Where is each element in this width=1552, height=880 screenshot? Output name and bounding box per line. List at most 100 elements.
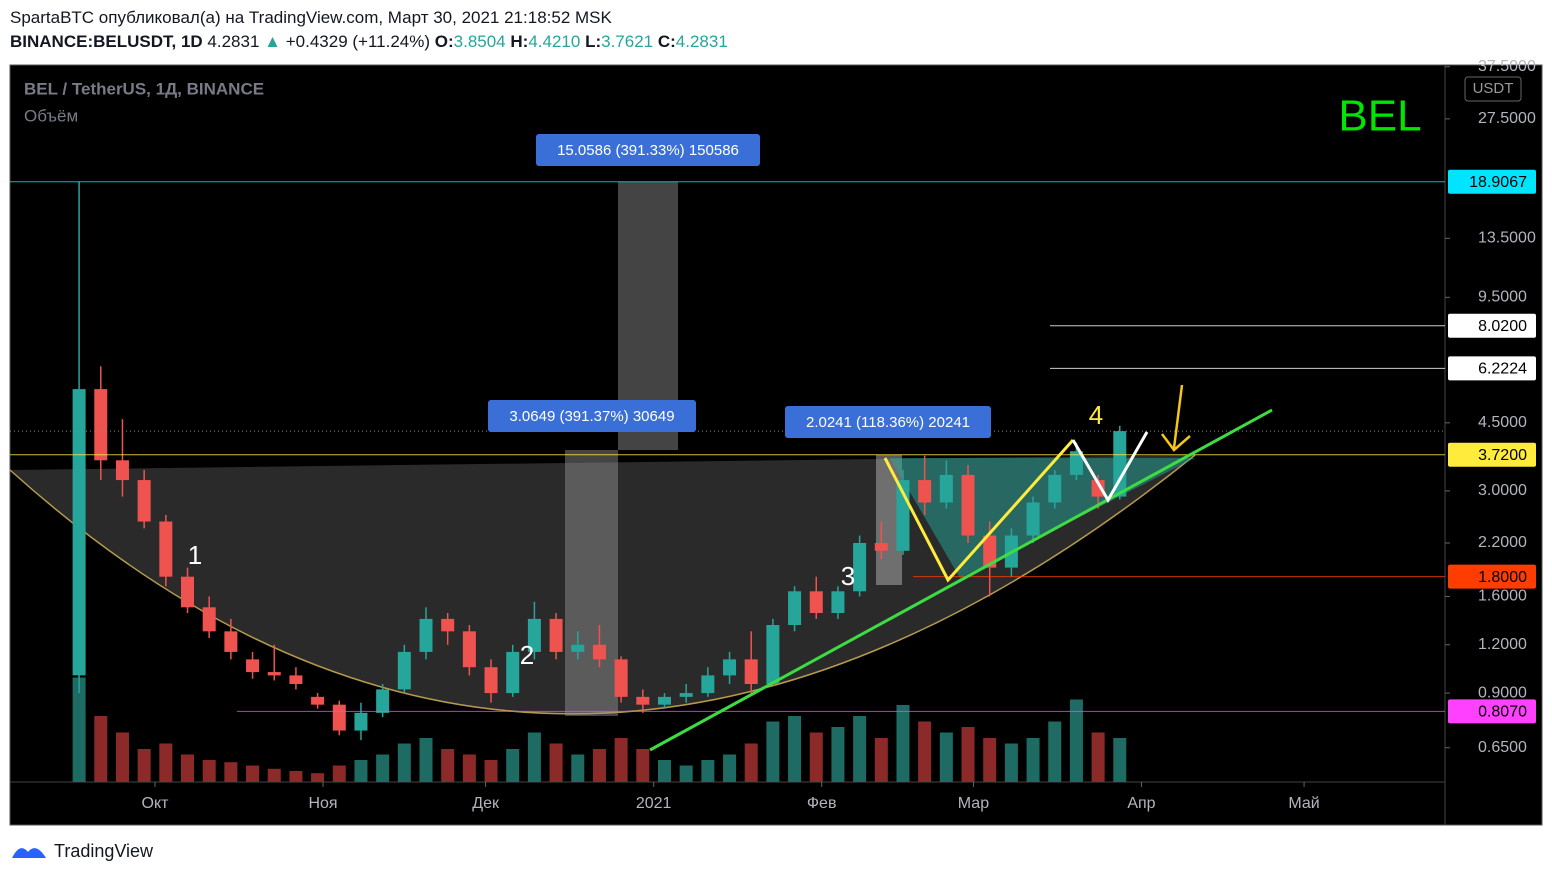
arrow <box>1161 384 1191 452</box>
volume-bar <box>896 705 910 782</box>
level-tag <box>1448 313 1536 338</box>
level-tag-label: 8.0200 <box>1478 318 1527 335</box>
candle-body <box>874 542 888 551</box>
volume-bar <box>614 738 628 782</box>
volume-bar <box>853 716 867 782</box>
volume-bar <box>311 773 325 782</box>
candle-body <box>1113 431 1127 497</box>
symbol: BINANCE:BELUSDT, 1D <box>10 32 203 51</box>
candle-body <box>1026 502 1040 536</box>
level-tag <box>1448 442 1536 467</box>
volume-bar <box>202 760 216 782</box>
currency-box <box>1464 76 1522 102</box>
wave-label: 1 <box>188 540 202 570</box>
candle-body <box>939 474 953 503</box>
candle-body <box>246 659 260 673</box>
level-tag <box>1448 699 1536 724</box>
currency: USDT <box>1473 80 1514 97</box>
volume-bar <box>419 738 433 782</box>
volume-bar <box>484 760 498 782</box>
volume-bar <box>571 754 585 782</box>
candle-body <box>723 659 737 676</box>
chart-subtitle: Объём <box>24 106 78 125</box>
candle-body <box>744 659 758 685</box>
volume-bar <box>918 721 932 782</box>
x-tick-label: 2021 <box>636 795 672 812</box>
c: 4.2831 <box>675 32 728 51</box>
y-tick-label: 0.6500 <box>1478 739 1527 756</box>
candle-body <box>853 542 867 592</box>
level-tag-label: 6.2224 <box>1478 361 1527 378</box>
candle-body <box>441 618 455 632</box>
candle-body <box>657 696 671 705</box>
volume-bar <box>788 716 802 782</box>
x-tick-label: Дек <box>472 795 500 812</box>
candle-body <box>1048 474 1062 503</box>
candle-body <box>788 591 802 625</box>
y-tick-label: 37.5000 <box>1478 58 1536 75</box>
x-tick-label: Ноя <box>308 795 337 812</box>
volume-bar <box>874 738 888 782</box>
volume-bar <box>246 765 260 782</box>
y-tick-label: 1.6000 <box>1478 588 1527 605</box>
candle-body <box>549 618 563 652</box>
volume-bar <box>224 762 238 782</box>
measure-box <box>536 134 760 166</box>
volume-bar <box>462 754 476 782</box>
level-tag-label: 0.8070 <box>1478 704 1527 721</box>
candle-body <box>311 696 325 705</box>
volume-bar <box>181 754 195 782</box>
y-tick-label: 4.5000 <box>1478 414 1527 431</box>
measure-box <box>785 406 991 438</box>
level-tag-label: 18.9067 <box>1469 174 1527 191</box>
h-label: H: <box>510 32 529 51</box>
volume-bar <box>94 716 108 782</box>
level-tag-label: 3.7200 <box>1478 447 1527 464</box>
y-tick-label: 1.2000 <box>1478 636 1527 653</box>
candle-body <box>181 576 195 608</box>
candle-body <box>484 667 498 694</box>
up-arrow: ▲ <box>264 32 281 51</box>
y-tick-label: 3.0000 <box>1478 482 1527 499</box>
x-tick-label: Апр <box>1127 795 1155 812</box>
candle-body <box>354 712 368 731</box>
volume-bar <box>831 727 845 782</box>
volume-bar <box>723 754 737 782</box>
candle-body <box>506 651 520 694</box>
volume-bar <box>72 677 86 782</box>
candle-body <box>1091 480 1105 497</box>
candle-body <box>961 474 975 536</box>
candle-body <box>614 659 628 697</box>
o: 3.8504 <box>453 32 506 51</box>
volume-bar <box>679 765 693 782</box>
watermark: BEL <box>1338 92 1421 141</box>
h: 4.4210 <box>528 32 581 51</box>
volume-bar <box>115 732 129 782</box>
y-tick-label: 0.9000 <box>1478 684 1527 701</box>
candle-body <box>72 389 86 676</box>
level-tag <box>1448 356 1536 381</box>
wave-label: 4 <box>1089 400 1103 430</box>
volume-bar <box>159 743 173 782</box>
candle-body <box>831 591 845 613</box>
measure-label: 3.0649 (391.37%) 30649 <box>509 408 674 425</box>
c-label: C: <box>657 32 676 51</box>
l-label: L: <box>585 32 602 51</box>
measure-box <box>488 400 696 432</box>
x-tick-label: Окт <box>142 795 170 812</box>
brand: TradingView <box>10 840 153 862</box>
candle-body <box>419 618 433 652</box>
o-label: O: <box>434 32 454 51</box>
measure-label: 2.0241 (118.36%) 20241 <box>806 414 970 431</box>
price: 4.2831 <box>207 32 260 51</box>
brand-logo <box>12 848 46 858</box>
volume-bar <box>506 749 520 782</box>
volume-bar <box>267 768 281 782</box>
volume-bar <box>376 754 390 782</box>
volume-bar <box>1004 743 1018 782</box>
change: +0.4329 (+11.24%) <box>285 32 431 51</box>
volume-bar <box>744 743 758 782</box>
candle-body <box>571 644 585 652</box>
candle-body <box>159 521 173 577</box>
